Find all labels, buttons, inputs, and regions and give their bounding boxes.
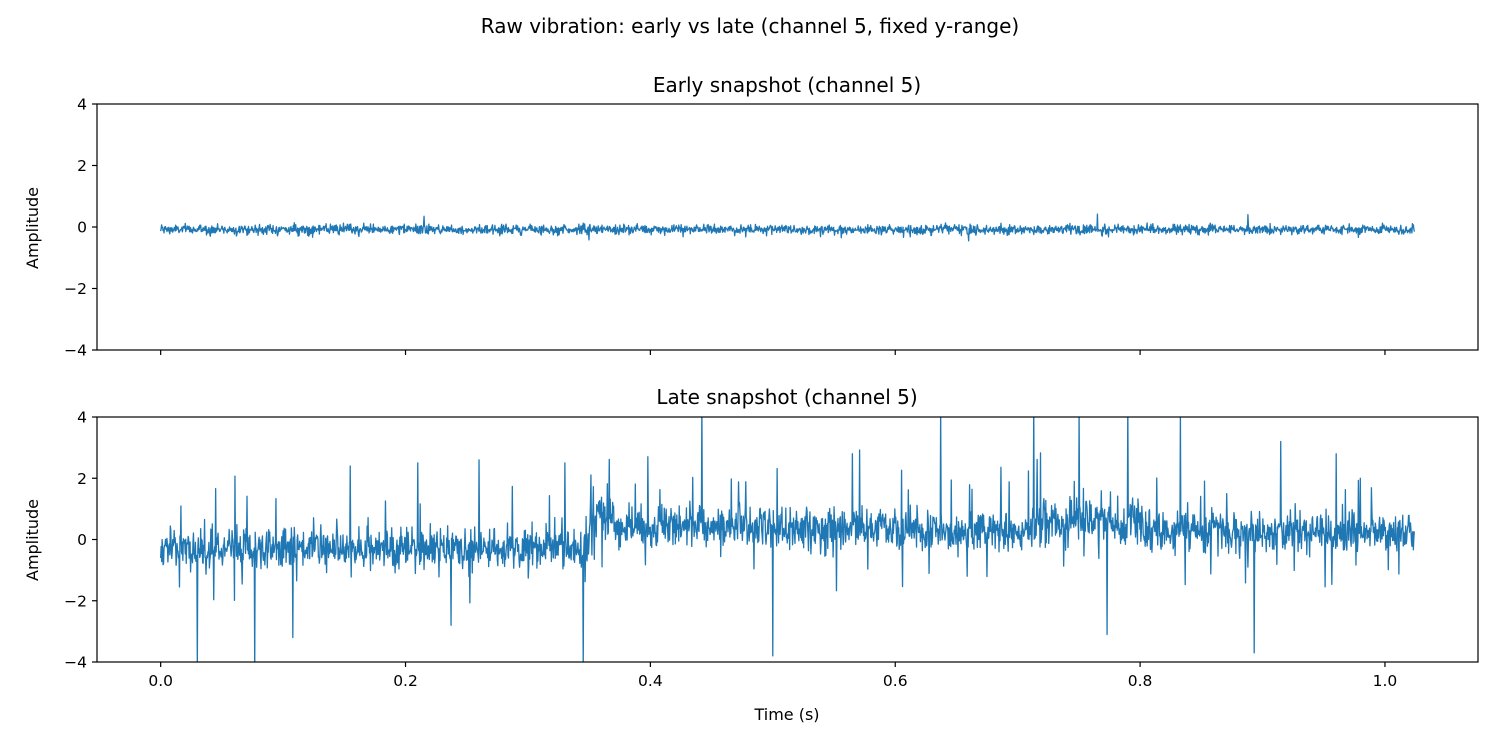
early-y-axis-label: Amplitude <box>23 187 42 269</box>
late-plot-area: −4 −2 0 2 4 0.0 0.2 0.4 0.6 0.8 1.0 <box>64 409 1479 690</box>
late-y-tick-label: −2 <box>64 592 87 610</box>
late-y-tick-label: 4 <box>77 409 87 427</box>
early-y-tick-label: −4 <box>64 342 87 360</box>
late-y-tick-label: 0 <box>77 531 87 549</box>
late-x-tick-label: 0.4 <box>638 672 663 690</box>
early-y-tick-label: −2 <box>64 280 87 298</box>
late-axes-title: Late snapshot (channel 5) <box>656 385 917 409</box>
late-y-tick-label: −4 <box>64 654 87 672</box>
late-signal-line <box>160 417 1415 662</box>
early-axes-title: Early snapshot (channel 5) <box>653 73 921 97</box>
late-y-axis-label: Amplitude <box>23 499 42 581</box>
late-x-tick-label: 0.6 <box>883 672 908 690</box>
early-y-tick-label: 4 <box>77 96 87 114</box>
late-x-tick-label: 0.0 <box>148 672 173 690</box>
early-signal-line <box>160 213 1415 242</box>
late-y-tick-label: 2 <box>77 470 87 488</box>
late-x-tick-label: 0.2 <box>393 672 418 690</box>
late-x-tick-label: 0.8 <box>1128 672 1153 690</box>
figure-suptitle: Raw vibration: early vs late (channel 5,… <box>481 14 1019 38</box>
early-y-tick-label: 2 <box>77 157 87 175</box>
late-snapshot-axes: Late snapshot (channel 5) Amplitude Time… <box>23 385 1479 724</box>
late-x-axis-label: Time (s) <box>753 705 819 724</box>
early-plot-area: −4 −2 0 2 4 <box>64 96 1479 360</box>
early-y-tick-label: 0 <box>77 219 87 237</box>
early-snapshot-axes: Early snapshot (channel 5) Amplitude −4−… <box>23 73 1479 360</box>
late-x-tick-label: 1.0 <box>1373 672 1398 690</box>
